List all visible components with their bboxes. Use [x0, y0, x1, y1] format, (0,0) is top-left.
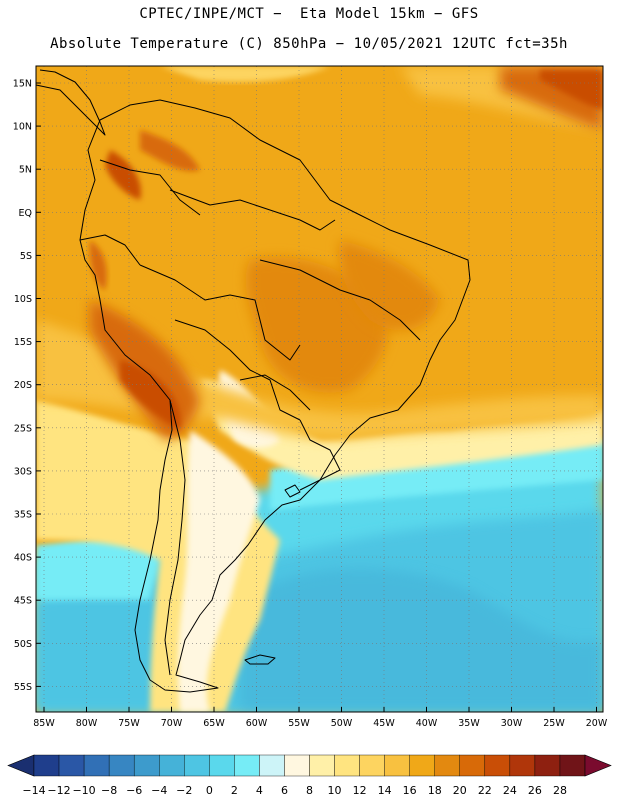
central-america-coastline — [35, 69, 106, 136]
temperature-field — [36, 66, 603, 712]
colorbar-label: 26 — [528, 784, 542, 797]
lat-tick-label: 25S — [14, 423, 32, 434]
colorbar-label: 10 — [328, 784, 342, 797]
lat-tick-label: 55S — [14, 682, 32, 693]
border-argentina-uruguay — [299, 419, 341, 491]
lat-tick-label: 40S — [14, 553, 32, 564]
longitude-tick-labels: 85W 80W 75W 70W 65W 60W 55W 50W 45W 40W 35W 30W 25W 2… — [33, 707, 608, 729]
colorbar-label: 22 — [478, 784, 492, 797]
colorbar-label: −2 — [176, 784, 192, 797]
lagoa-dos-patos — [284, 484, 301, 498]
colorbar-swatch — [259, 754, 285, 777]
colorbar-high-arrow — [584, 754, 612, 777]
lat-tick-label: 20S — [14, 380, 32, 391]
lon-tick-label: 25W — [543, 718, 565, 729]
lon-tick-label: 70W — [161, 718, 183, 729]
colorbar-swatch — [559, 754, 586, 777]
lat-tick-label: 10S — [14, 294, 32, 305]
lat-tick-label: EQ — [19, 208, 32, 219]
lon-tick-label: 65W — [203, 718, 225, 729]
border-peru-brazil — [139, 264, 301, 361]
lon-tick-label: 40W — [416, 718, 438, 729]
colorbar-swatch — [309, 754, 335, 777]
lat-tick-label: 5N — [19, 165, 32, 176]
colorbar-label: 8 — [306, 784, 313, 797]
border-brazil-interior — [259, 259, 421, 341]
colorbar-label: 14 — [378, 784, 392, 797]
colorbar-swatch — [359, 754, 385, 777]
lat-tick-label: 50S — [14, 639, 32, 650]
colorbar-swatch — [484, 754, 511, 777]
colorbar-swatch — [384, 754, 410, 777]
border-paraguay — [239, 374, 311, 411]
lon-tick-label: 80W — [76, 718, 98, 729]
colorbar-swatch — [209, 754, 235, 777]
plot-frame — [35, 65, 604, 713]
colorbar-swatch — [234, 754, 260, 777]
colorbar-swatch — [108, 754, 135, 777]
colorbar-label: −6 — [126, 784, 142, 797]
colorbar-label: 0 — [206, 784, 213, 797]
colorbar-swatch — [58, 754, 85, 777]
lon-tick-label: 20W — [586, 718, 608, 729]
border-ecuador — [79, 234, 141, 266]
lat-tick-label: 5S — [20, 251, 32, 262]
border-colombia-venezuela — [99, 159, 201, 216]
colorbar-label: 20 — [453, 784, 467, 797]
colorbar-swatch — [159, 754, 185, 777]
colorbar-label: −8 — [101, 784, 117, 797]
colorbar-swatch — [534, 754, 561, 777]
lat-tick-label: 45S — [14, 596, 32, 607]
colorbar-swatch — [459, 754, 486, 777]
chart-title-line1: CPTEC/INPE/MCT − Eta Model 15km − GFS — [139, 6, 479, 22]
colorbar-swatch — [434, 754, 460, 777]
lat-lon-gridlines — [36, 66, 603, 712]
south-america-coastline — [79, 99, 471, 693]
lon-tick-label: 60W — [246, 718, 268, 729]
colorbar-label: 6 — [281, 784, 288, 797]
colorbar-low-arrow — [7, 754, 35, 777]
colorbar-label: 12 — [353, 784, 367, 797]
falkland-islands — [244, 654, 276, 665]
border-brazil-north — [169, 189, 336, 231]
border-bolivia — [174, 319, 301, 421]
lon-tick-label: 85W — [33, 718, 55, 729]
lat-tick-label: 15S — [14, 337, 32, 348]
colorbar-swatch — [509, 754, 536, 777]
lat-tick-label: 10N — [13, 122, 32, 133]
lat-tick-label: 35S — [14, 510, 32, 521]
border-chile-argentina — [164, 399, 186, 676]
temperature-colorbar: −14 −12 −10 −8 −6 −4 −2 0 2 4 6 8 10 12 14 16 18 20 22 24 26… — [7, 754, 612, 797]
lon-tick-label: 35W — [458, 718, 480, 729]
colorbar-swatch — [284, 754, 310, 777]
colorbar-label: 16 — [403, 784, 417, 797]
chart-title-line2: Absolute Temperature (C) 850hPa − 10/05/… — [50, 36, 568, 52]
colorbar-label: 4 — [256, 784, 263, 797]
lon-tick-label: 50W — [331, 718, 353, 729]
colorbar-swatch — [133, 754, 160, 777]
lon-tick-label: 75W — [118, 718, 140, 729]
latitude-tick-labels: 15N 10N 5N EQ 5S 10S 15S 20S 25S 30S 35S 40S 45S 50S 5… — [13, 79, 41, 693]
colorbar-swatch — [83, 754, 110, 777]
coastlines-and-borders — [35, 69, 471, 693]
colorbar-label: −14 — [22, 784, 45, 797]
colorbar-swatch — [184, 754, 210, 777]
lon-tick-label: 45W — [373, 718, 395, 729]
colorbar-label: −4 — [151, 784, 167, 797]
lat-tick-label: 30S — [14, 466, 32, 477]
colorbar-label: 18 — [428, 784, 442, 797]
colorbar-label: −12 — [47, 784, 70, 797]
colorbar-label: 2 — [231, 784, 238, 797]
colorbar-label: −10 — [72, 784, 95, 797]
colorbar-swatch — [409, 754, 435, 777]
colorbar-swatch — [334, 754, 360, 777]
colorbar-swatch — [33, 754, 60, 777]
lon-tick-label: 30W — [501, 718, 523, 729]
lon-tick-label: 55W — [288, 718, 310, 729]
colorbar-label: 24 — [503, 784, 517, 797]
colorbar-label: 28 — [553, 784, 567, 797]
lat-tick-label: 15N — [13, 79, 32, 90]
